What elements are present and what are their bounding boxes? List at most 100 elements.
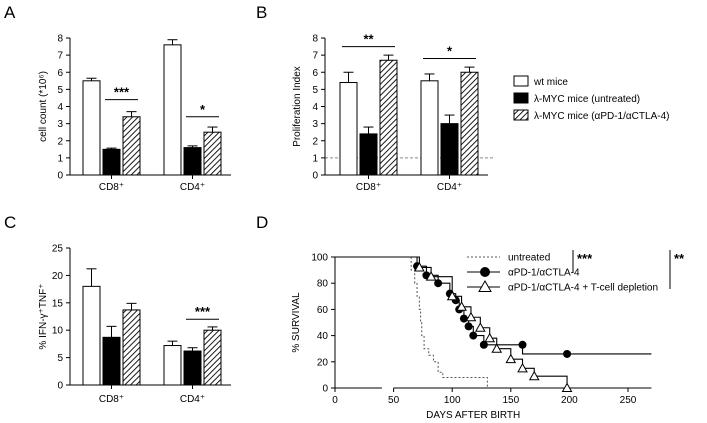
legend-label: λ-MYC mice (untreated) <box>534 94 640 105</box>
bar <box>122 116 141 176</box>
panel-D: D 0 50 100 150 200 250 0 20 40 60 80 100 DAYS AFTER B… <box>256 213 652 421</box>
data-point <box>456 301 467 311</box>
bar <box>183 350 202 386</box>
data-point <box>484 332 496 343</box>
panel-letter: C <box>4 213 16 232</box>
data-point <box>459 314 468 323</box>
x-tick-label: 100 <box>444 395 461 406</box>
x-tick-label: 150 <box>502 395 519 406</box>
data-point <box>446 290 458 301</box>
bar <box>122 309 141 386</box>
data-point <box>414 261 425 272</box>
bar <box>420 80 439 176</box>
legend-label: wt mice <box>533 77 568 88</box>
bar <box>82 80 101 176</box>
data-point <box>464 322 473 331</box>
y-tick-label: 8 <box>57 34 63 45</box>
bar <box>163 345 182 386</box>
bar <box>203 131 222 176</box>
significance-label: *** <box>114 85 130 100</box>
panel-letter: A <box>4 3 16 22</box>
bar <box>379 59 398 176</box>
bar <box>203 329 222 386</box>
data-point <box>434 279 443 288</box>
y-tick-label: 5 <box>312 85 318 96</box>
legend-marker <box>478 279 492 292</box>
x-tick-label: 50 <box>388 395 400 406</box>
legend-swatch <box>513 92 529 104</box>
category-label: CD4⁺ <box>437 182 462 193</box>
category-label: CD8⁺ <box>99 394 124 405</box>
y-axis-label: cell count (*10⁶) <box>38 71 49 142</box>
y-tick-label: 2 <box>312 136 318 147</box>
category-label: CD4⁺ <box>180 394 205 405</box>
data-point <box>479 340 488 349</box>
data-point <box>474 322 486 332</box>
data-point <box>505 353 517 364</box>
y-tick-label: 25 <box>52 244 64 255</box>
y-axis-label: Proliferation Index <box>292 66 303 147</box>
data-point <box>518 340 527 349</box>
survival-legend: untreated αPD-1/αCTLA-4 αPD-1/αCTLA-4 + T-… <box>467 250 685 294</box>
y-tick-label: 6 <box>57 68 63 79</box>
bar <box>339 82 358 176</box>
y-tick-label: 0 <box>57 381 63 392</box>
category-label: CD4⁺ <box>180 182 205 193</box>
y-tick-label: 60 <box>317 305 329 316</box>
category-label: CD8⁺ <box>356 182 381 193</box>
y-tick-label: 5 <box>57 85 63 96</box>
x-tick-label: 0 <box>332 395 338 406</box>
panel-C: C 0 5 10 15 20 25 CD8⁺ CD4⁺ % IFN-γ⁺TNF⁺ *** <box>4 213 231 405</box>
significance-label: * <box>200 102 206 117</box>
x-axis-label: DAYS AFTER BIRTH <box>426 410 520 421</box>
bar <box>359 133 378 176</box>
bar <box>460 71 479 176</box>
legend-label: αPD-1/αCTLA-4 + T-cell depletion <box>508 283 658 294</box>
y-tick-label: 20 <box>317 357 329 368</box>
y-tick-label: 3 <box>57 119 63 130</box>
y-tick-label: 100 <box>311 253 328 264</box>
panel-letter: B <box>256 3 267 22</box>
y-tick-label: 0 <box>322 384 328 395</box>
bar <box>163 44 182 176</box>
y-tick-label: 20 <box>52 271 64 282</box>
data-point <box>517 362 528 373</box>
y-tick-label: 7 <box>312 51 318 62</box>
y-tick-label: 0 <box>57 171 63 182</box>
legend-marker <box>480 267 490 277</box>
bar <box>102 148 121 176</box>
significance-label: *** <box>577 251 593 266</box>
legend-label: λ-MYC mice (αPD-1/αCTLA-4) <box>534 111 669 122</box>
x-tick-label: 200 <box>561 395 578 406</box>
significance-label: * <box>447 44 453 59</box>
bar <box>440 123 459 176</box>
survival-curve <box>335 256 488 388</box>
y-tick-label: 2 <box>57 136 63 147</box>
category-label: CD8⁺ <box>99 182 124 193</box>
y-tick-label: 5 <box>57 353 63 364</box>
data-point <box>563 349 572 358</box>
y-tick-label: 4 <box>312 102 318 113</box>
bar <box>183 147 202 176</box>
data-point <box>528 370 540 381</box>
y-tick-label: 7 <box>57 51 63 62</box>
legend-swatch <box>513 109 529 121</box>
y-tick-label: 6 <box>312 68 318 79</box>
y-tick-label: 3 <box>312 119 318 130</box>
significance-label: ** <box>674 251 685 266</box>
y-axis-label: % SURVIVAL <box>291 292 302 353</box>
y-tick-label: 40 <box>317 331 329 342</box>
data-point <box>465 311 477 322</box>
legend-label: untreated <box>508 253 550 264</box>
y-tick-label: 15 <box>52 298 64 309</box>
y-tick-label: 80 <box>317 279 329 290</box>
data-point <box>469 331 478 340</box>
significance-label: ** <box>363 32 374 47</box>
significance-label: *** <box>195 304 211 319</box>
data-point <box>491 343 503 353</box>
bar <box>82 285 101 386</box>
bar-legend: wt mice λ-MYC mice (untreated) λ-MYC mice … <box>513 75 669 122</box>
y-tick-label: 1 <box>57 153 63 164</box>
y-tick-label: 10 <box>52 326 64 337</box>
